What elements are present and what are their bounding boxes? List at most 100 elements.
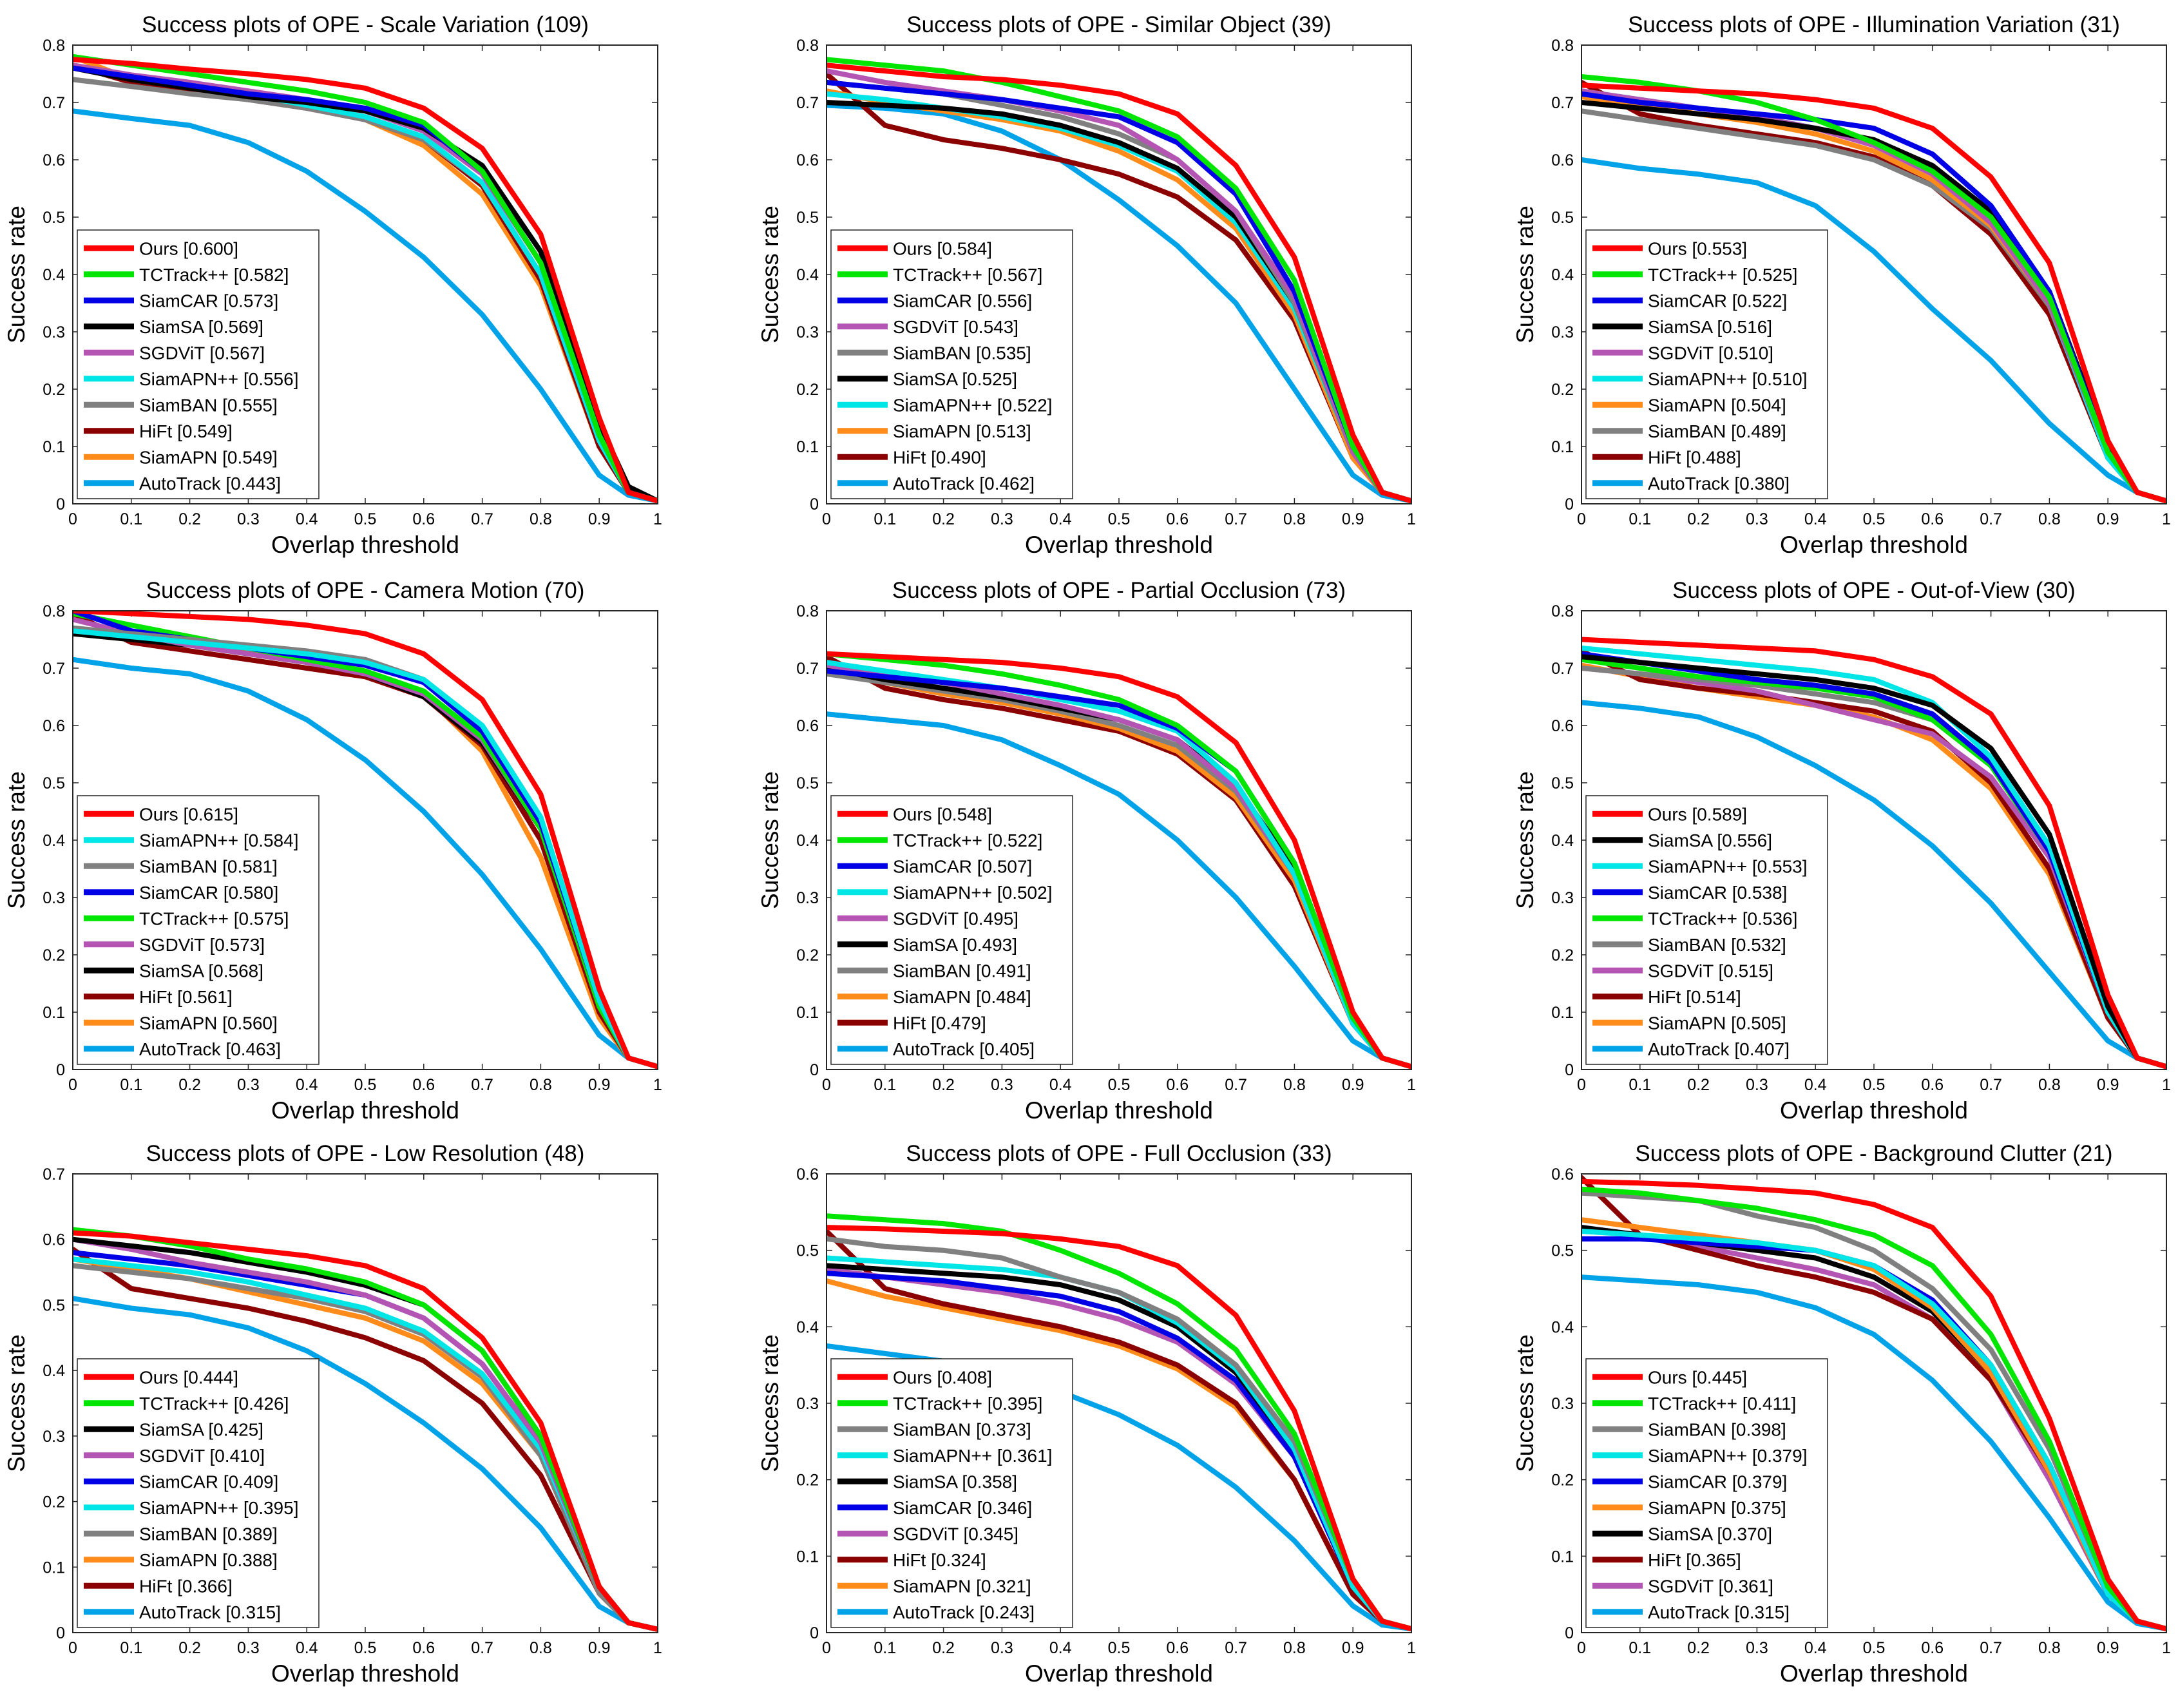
y-tick-label: 0 bbox=[810, 495, 819, 513]
y-tick-label: 0.7 bbox=[43, 94, 65, 112]
x-tick-label: 0.9 bbox=[2097, 1076, 2119, 1094]
legend-entry: TCTrack++ [0.536] bbox=[1648, 908, 1797, 928]
y-tick-label: 0.3 bbox=[1551, 889, 1574, 907]
x-tick-label: 0.7 bbox=[1980, 1076, 2002, 1094]
legend-entry: HiFt [0.366] bbox=[139, 1576, 233, 1596]
x-tick-label: 0.3 bbox=[1746, 1639, 1768, 1657]
y-tick-label: 0.8 bbox=[1551, 37, 1574, 55]
x-tick-label: 0.6 bbox=[1921, 1639, 1944, 1657]
x-tick-label: 0 bbox=[1577, 1076, 1586, 1094]
x-tick-label: 0.1 bbox=[120, 1076, 142, 1094]
x-tick-label: 0 bbox=[1577, 510, 1586, 528]
x-tick-label: 0.7 bbox=[1225, 510, 1247, 528]
legend-entry: Ours [0.408] bbox=[893, 1367, 992, 1387]
y-tick-label: 0.2 bbox=[1551, 1472, 1574, 1490]
y-tick-label: 0.7 bbox=[43, 1166, 65, 1184]
y-tick-label: 0.1 bbox=[796, 1548, 819, 1566]
legend-entry: SiamBAN [0.532] bbox=[1648, 935, 1786, 955]
x-tick-label: 0.1 bbox=[1629, 510, 1651, 528]
x-tick-label: 0.3 bbox=[1746, 1076, 1768, 1094]
y-tick-label: 0.5 bbox=[796, 774, 819, 792]
legend: Ours [0.615] SiamAPN++ [0.584] SiamBAN [0.… bbox=[77, 795, 320, 1065]
x-tick-label: 0.7 bbox=[1980, 1639, 2002, 1657]
x-tick-label: 0.8 bbox=[2038, 1076, 2061, 1094]
y-tick-label: 0.5 bbox=[1551, 1242, 1574, 1260]
y-tick-label: 0 bbox=[56, 1061, 65, 1079]
legend-entry: SiamBAN [0.373] bbox=[893, 1419, 1031, 1439]
legend-entry: Ours [0.600] bbox=[139, 238, 238, 258]
x-tick-label: 1 bbox=[2162, 1639, 2171, 1657]
y-tick-label: 0.2 bbox=[796, 1472, 819, 1490]
y-tick-label: 0.5 bbox=[796, 1242, 819, 1260]
series-line-ours bbox=[73, 1230, 658, 1632]
x-tick-label: 1 bbox=[2162, 1076, 2171, 1094]
x-tick-label: 0.6 bbox=[1166, 1076, 1189, 1094]
x-tick-label: 0.8 bbox=[530, 1639, 552, 1657]
x-tick-label: 0.5 bbox=[1108, 510, 1131, 528]
legend-entry: SiamAPN++ [0.379] bbox=[1648, 1446, 1807, 1466]
x-tick-label: 0.5 bbox=[354, 1639, 377, 1657]
series-line-autotrack bbox=[826, 102, 1411, 504]
plot-title: Success plots of OPE - Out-of-View (30) bbox=[1672, 578, 2076, 603]
y-tick-label: 0.2 bbox=[43, 381, 65, 399]
legend-entry: SiamSA [0.568] bbox=[139, 961, 263, 981]
legend-entry: SGDViT [0.515] bbox=[1648, 961, 1773, 981]
x-axis-label: Overlap threshold bbox=[1780, 1660, 1968, 1687]
y-tick-label: 0.7 bbox=[796, 94, 819, 112]
x-tick-label: 0.3 bbox=[991, 510, 1013, 528]
x-tick-label: 0.6 bbox=[1921, 510, 1944, 528]
legend-entry: AutoTrack [0.443] bbox=[139, 474, 281, 494]
series-lines bbox=[1581, 74, 2166, 504]
y-tick-label: 0.4 bbox=[1551, 832, 1574, 850]
y-tick-label: 0.5 bbox=[1551, 774, 1574, 792]
y-tick-label: 0.6 bbox=[1551, 717, 1574, 735]
series-line-ours bbox=[826, 651, 1411, 1070]
legend-entry: Ours [0.589] bbox=[1648, 804, 1747, 824]
x-tick-label: 0.1 bbox=[1629, 1076, 1651, 1094]
success-plot-panel: Success plots of OPE - Partial Occlusion… bbox=[757, 578, 1416, 1124]
legend-entry: TCTrack++ [0.575] bbox=[139, 908, 289, 928]
legend-entry: TCTrack++ [0.395] bbox=[893, 1394, 1042, 1414]
x-tick-label: 0.6 bbox=[412, 1076, 435, 1094]
y-tick-label: 0.5 bbox=[1551, 209, 1574, 227]
plot-frame bbox=[826, 44, 1412, 504]
y-tick-label: 0.6 bbox=[1551, 151, 1574, 169]
x-tick-label: 0.3 bbox=[237, 510, 260, 528]
x-tick-label: 0 bbox=[1577, 1639, 1586, 1657]
legend-entry: SiamAPN [0.513] bbox=[893, 421, 1031, 441]
series-line-tctrack- bbox=[1581, 1186, 2166, 1632]
legend-entry: Ours [0.445] bbox=[1648, 1367, 1747, 1387]
x-tick-label: 0.4 bbox=[296, 510, 318, 528]
plot-title: Success plots of OPE - Full Occlusion (3… bbox=[906, 1141, 1332, 1166]
x-tick-label: 0.9 bbox=[588, 510, 611, 528]
plot-frame bbox=[826, 610, 1412, 1070]
success-plot-panel: Success plots of OPE - Out-of-View (30) 0… bbox=[1512, 578, 2171, 1124]
legend: Ours [0.408] TCTrack++ [0.395] SiamBAN [0.… bbox=[830, 1358, 1073, 1628]
legend: Ours [0.553] TCTrack++ [0.525] SiamCAR [0.… bbox=[1585, 229, 1828, 499]
series-line-siamapn- bbox=[73, 628, 658, 1070]
x-tick-label: 0.4 bbox=[1049, 1076, 1072, 1094]
plot-frame bbox=[826, 1173, 1412, 1633]
plot-frame bbox=[72, 44, 658, 504]
legend-entry: SiamBAN [0.389] bbox=[139, 1524, 278, 1544]
series-line-siamsa bbox=[1581, 654, 2166, 1070]
y-tick-label: 0.2 bbox=[43, 946, 65, 964]
x-tick-label: 0.6 bbox=[412, 510, 435, 528]
legend-entry: SiamAPN++ [0.556] bbox=[139, 369, 298, 389]
legend-entry: AutoTrack [0.243] bbox=[893, 1602, 1035, 1622]
x-tick-label: 0.2 bbox=[1687, 510, 1710, 528]
legend-entry: SiamAPN [0.505] bbox=[1648, 1013, 1786, 1033]
series-lines bbox=[1581, 637, 2166, 1070]
legend-entry: Ours [0.553] bbox=[1648, 238, 1747, 258]
y-axis-label: Success rate bbox=[1512, 206, 1538, 343]
legend-entry: TCTrack++ [0.567] bbox=[893, 265, 1042, 285]
y-tick-label: 0.3 bbox=[43, 323, 65, 341]
y-tick-label: 0.3 bbox=[43, 1428, 65, 1446]
y-tick-label: 0.5 bbox=[43, 209, 65, 227]
y-tick-label: 0 bbox=[56, 495, 65, 513]
legend-entry: SGDViT [0.495] bbox=[893, 908, 1018, 928]
y-tick-label: 0.4 bbox=[796, 832, 819, 850]
legend-entry: SiamCAR [0.507] bbox=[893, 856, 1032, 876]
x-tick-label: 0.9 bbox=[588, 1639, 611, 1657]
x-tick-label: 0.8 bbox=[530, 1076, 552, 1094]
